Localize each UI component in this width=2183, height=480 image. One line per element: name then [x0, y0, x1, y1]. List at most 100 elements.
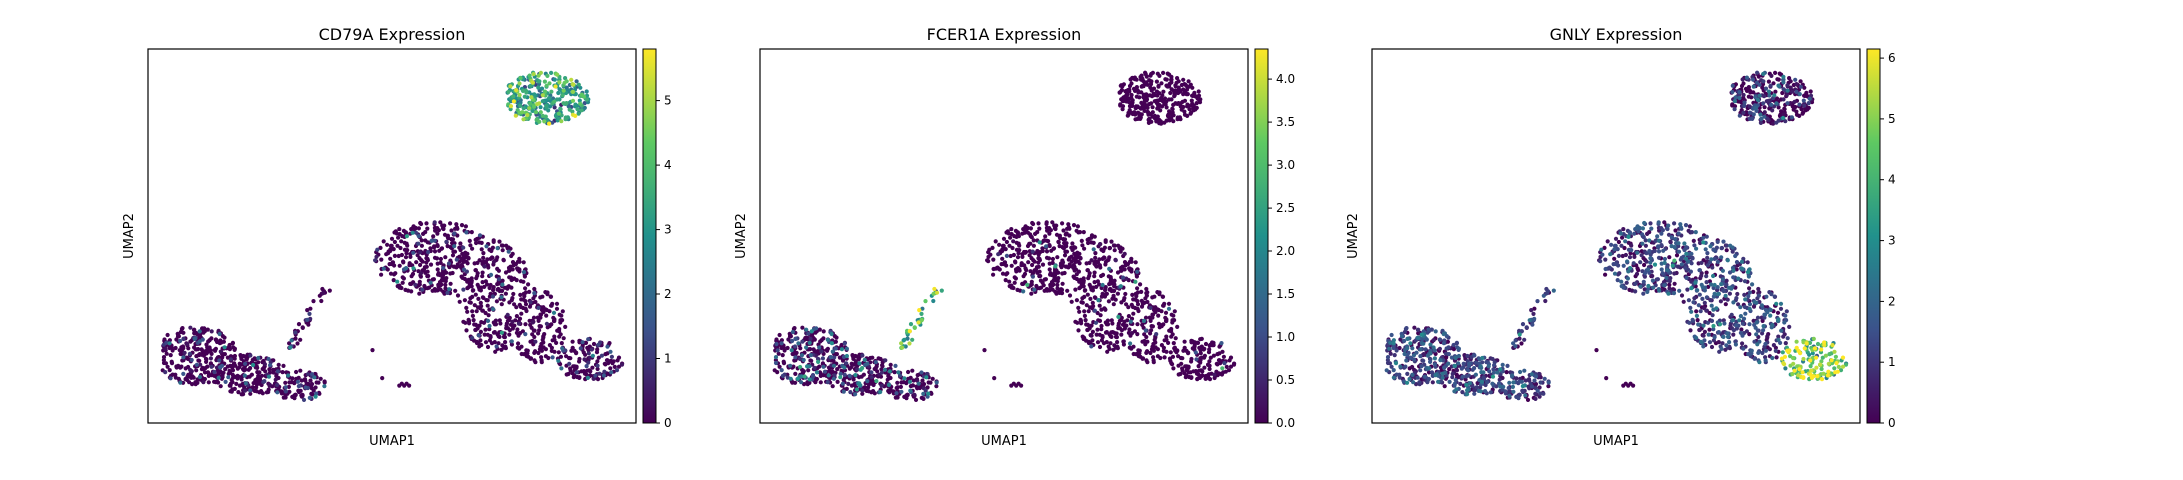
scatter-point: [1126, 87, 1131, 93]
scatter-point: [1543, 298, 1548, 304]
scatter-point: [1184, 87, 1190, 92]
scatter-point: [1073, 287, 1078, 292]
scatter-point: [307, 395, 312, 400]
scatter-point: [1026, 260, 1031, 265]
scatter-point: [1129, 331, 1135, 336]
scatter-point: [1734, 260, 1740, 265]
scatter-point: [1134, 94, 1139, 99]
scatter-point: [1170, 318, 1175, 323]
scatter-point: [1217, 344, 1222, 349]
scatter-point: [192, 331, 197, 336]
scatter-point: [1150, 324, 1155, 329]
scatter-point: [319, 298, 324, 304]
scatter-point: [1741, 110, 1746, 115]
scatter-point: [1168, 90, 1173, 96]
scatter-point: [1421, 358, 1426, 363]
scatter-point: [185, 341, 190, 347]
scatter-point: [549, 70, 554, 75]
scatter-point: [788, 376, 793, 381]
scatter-point: [480, 270, 485, 275]
scatter-point: [1633, 281, 1638, 286]
scatter-point: [1126, 314, 1131, 319]
scatter-point: [550, 120, 555, 125]
scatter-point: [899, 341, 904, 346]
scatter-point: [425, 269, 430, 274]
scatter-point: [1106, 299, 1111, 304]
scatter-point: [1161, 89, 1166, 94]
scatter-point: [403, 287, 408, 292]
scatter-point: [1161, 348, 1166, 353]
scatter-point: [1603, 257, 1608, 262]
scatter-point: [389, 243, 394, 248]
scatter-point: [1692, 296, 1697, 301]
scatter-point: [1643, 238, 1648, 243]
scatter-point: [853, 392, 858, 397]
scatter-point: [545, 73, 550, 78]
scatter-point: [1127, 259, 1132, 264]
scatter-point: [1782, 106, 1787, 111]
scatter-point: [1012, 280, 1017, 285]
scatter-point: [1735, 291, 1740, 297]
scatter-point: [1122, 319, 1127, 324]
scatter-point: [1084, 303, 1089, 308]
scatter-point: [804, 345, 809, 350]
scatter-point: [520, 110, 525, 115]
scatter-point: [226, 375, 231, 380]
scatter-point: [1029, 235, 1034, 240]
scatter-point: [537, 101, 542, 106]
scatter-point: [1143, 328, 1148, 333]
scatter-point: [213, 380, 218, 385]
scatter-point: [1211, 340, 1216, 345]
scatter-point: [1143, 103, 1148, 108]
scatter-point: [1097, 303, 1102, 308]
scatter-point: [525, 112, 530, 118]
scatter-point: [514, 305, 519, 310]
plot-frame: [759, 48, 1249, 424]
scatter-point: [1050, 287, 1055, 292]
scatter-point: [788, 334, 794, 339]
colorbar-tick-label: 4: [664, 158, 672, 172]
scatter-point: [1683, 223, 1689, 228]
scatter-point: [459, 223, 465, 228]
scatter-point: [915, 385, 920, 390]
scatter-point: [1063, 249, 1068, 254]
scatter-point: [1740, 77, 1745, 82]
scatter-point: [445, 235, 450, 240]
scatter-point: [236, 390, 241, 395]
scatter-point: [221, 339, 226, 344]
scatter-point: [1080, 243, 1085, 248]
scatter-point: [480, 308, 485, 313]
scatter-point: [1707, 327, 1712, 332]
scatter-point: [484, 244, 489, 249]
scatter-point: [1397, 345, 1402, 351]
scatter-point: [547, 81, 552, 86]
scatter-point: [196, 358, 201, 363]
scatter-point: [895, 380, 900, 385]
scatter-point: [1060, 271, 1065, 276]
scatter-point: [203, 366, 208, 371]
scatter-point: [443, 255, 448, 260]
colorbar-tick-label: 1.5: [1276, 287, 1295, 301]
scatter-point: [1164, 83, 1169, 88]
scatter-point: [519, 311, 524, 316]
scatter-point: [1010, 245, 1015, 251]
colorbar-tick-label: 0.0: [1276, 416, 1295, 430]
scatter-point: [561, 101, 566, 106]
scatter-point: [295, 341, 300, 346]
scatter-point: [527, 318, 532, 323]
scatter-point: [1492, 363, 1497, 368]
scatter-point: [532, 291, 537, 296]
scatter-point: [1615, 278, 1620, 283]
scatter-point: [522, 94, 527, 99]
scatter-point: [164, 351, 169, 356]
scatter-point: [551, 310, 557, 315]
scatter-point: [549, 89, 554, 94]
scatter-point: [506, 268, 511, 273]
scatter-point: [266, 356, 271, 362]
scatter-point: [461, 267, 467, 272]
scatter-point: [206, 373, 211, 378]
scatter-point: [779, 368, 784, 373]
scatter-point: [1086, 309, 1091, 314]
scatter-point: [527, 73, 532, 78]
scatter-point: [395, 279, 400, 284]
